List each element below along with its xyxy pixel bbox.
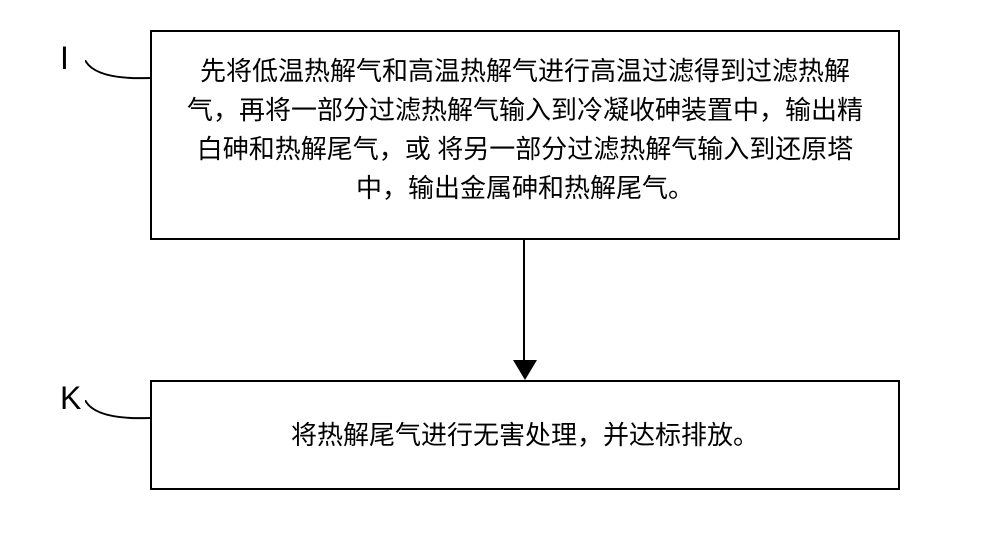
arrow-head-icon: [513, 360, 537, 380]
flowchart-container: I 先将低温热解气和高温热解气进行高温过滤得到过滤热解气，再将一部分过滤热解气输…: [0, 0, 1000, 550]
node-label-k: K: [60, 380, 81, 417]
node-text-k: 将热解尾气进行无害处理，并达标排放。: [291, 416, 759, 455]
arrow-line: [523, 240, 525, 368]
flowchart-node-i: 先将低温热解气和高温热解气进行高温过滤得到过滤热解气，再将一部分过滤热解气输入到…: [150, 30, 900, 240]
flowchart-node-k: 将热解尾气进行无害处理，并达标排放。: [150, 380, 900, 490]
connector-line-k: [85, 400, 150, 430]
connector-line-i: [85, 60, 150, 90]
node-label-i: I: [60, 40, 69, 77]
node-text-i: 先将低温热解气和高温热解气进行高温过滤得到过滤热解气，再将一部分过滤热解气输入到…: [182, 52, 868, 208]
